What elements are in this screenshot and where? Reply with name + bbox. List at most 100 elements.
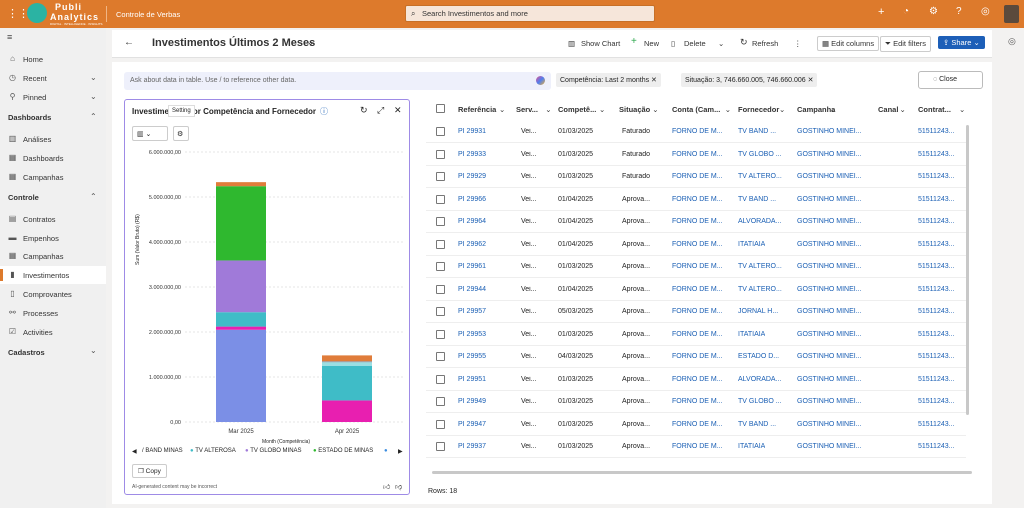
sidebar-item-pinned[interactable]: ⚲ Pinned ⌄ xyxy=(0,88,106,106)
copilot-icon[interactable]: ◎ xyxy=(981,6,990,17)
bar-segment[interactable] xyxy=(322,361,372,363)
chevron-up-icon[interactable]: ⌃ xyxy=(90,192,97,201)
table-cell[interactable]: PI 29955 xyxy=(458,353,487,360)
table-cell[interactable]: GOSTINHO MINEI... xyxy=(797,218,862,225)
table-cell[interactable]: GOSTINHO MINEI... xyxy=(797,263,862,270)
copilot-icon[interactable]: ◎ xyxy=(1008,36,1016,46)
column-header[interactable]: Serv... xyxy=(516,105,538,114)
column-header[interactable]: Situação xyxy=(619,105,651,114)
chevron-down-icon[interactable]: ⌄ xyxy=(718,39,725,48)
search-input[interactable]: ⌕ Search Investimentos and more xyxy=(405,5,655,22)
table-cell[interactable]: TV BAND ... xyxy=(738,128,777,135)
table-cell[interactable]: 51511243... xyxy=(918,330,955,338)
table-cell[interactable]: GOSTINHO MINEI... xyxy=(797,173,862,180)
sidebar-item-home[interactable]: ⌂ Home xyxy=(0,50,106,68)
table-cell[interactable]: 51511243... xyxy=(918,240,955,248)
sidebar-item-activities[interactable]: ☑ Activities xyxy=(0,323,106,341)
sidebar-item-campanhas-controle[interactable]: ▦ Campanhas xyxy=(0,247,106,265)
sidebar-item-dashboards[interactable]: ▦ Dashboards xyxy=(0,149,106,167)
table-cell[interactable]: 51511243... xyxy=(918,128,955,135)
table-row[interactable]: PI 29957 Vei... 05/03/2025 Aprova... FORNO D… xyxy=(426,301,966,323)
close-icon[interactable]: ✕ xyxy=(649,77,657,84)
column-header[interactable]: Canal xyxy=(878,105,899,114)
legend-next-icon[interactable]: ▶ xyxy=(398,449,403,455)
table-row[interactable]: PI 29931 Vei... 01/03/2025 Faturado FORNO DE… xyxy=(426,121,966,143)
table-row[interactable]: PI 29949 Vei... 01/03/2025 Aprova... FORNO D… xyxy=(426,391,966,413)
row-checkbox[interactable] xyxy=(436,307,445,316)
close-button[interactable]: ◌ Close xyxy=(918,71,983,89)
table-cell[interactable]: FORNO DE M... xyxy=(672,240,723,248)
table-cell[interactable]: PI 29933 xyxy=(458,150,487,158)
ask-input[interactable]: Ask about data in table. Use / to refere… xyxy=(124,72,551,90)
table-cell[interactable]: GOSTINHO MINEI... xyxy=(797,353,862,360)
table-cell[interactable]: GOSTINHO MINEI... xyxy=(797,375,862,383)
table-cell[interactable]: TV GLOBO ... xyxy=(738,150,782,158)
row-checkbox[interactable] xyxy=(436,419,445,429)
table-cell[interactable]: FORNO DE M... xyxy=(672,263,723,270)
row-checkbox[interactable] xyxy=(436,239,445,249)
table-cell[interactable]: 51511243... xyxy=(918,218,955,225)
bar-segment[interactable] xyxy=(322,400,372,422)
table-cell[interactable]: FORNO DE M... xyxy=(672,150,723,158)
menu-icon[interactable]: ≡ xyxy=(7,32,13,42)
row-checkbox[interactable] xyxy=(436,127,445,136)
bar-segment[interactable] xyxy=(216,260,266,313)
refresh-button[interactable]: Refresh xyxy=(752,39,779,48)
table-cell[interactable]: ESTADO D... xyxy=(738,353,780,360)
table-cell[interactable]: FORNO DE M... xyxy=(672,420,723,428)
sidebar-item-analises[interactable]: ▥ Análises xyxy=(0,130,106,148)
edit-columns-button[interactable]: ▦ Edit columns xyxy=(817,36,880,51)
table-cell[interactable]: TV ALTERO... xyxy=(738,285,782,293)
table-cell[interactable]: GOSTINHO MINEI... xyxy=(797,398,862,405)
table-cell[interactable]: PI 29951 xyxy=(458,375,487,383)
delete-button[interactable]: Delete xyxy=(684,39,706,48)
table-cell[interactable]: FORNO DE M... xyxy=(672,353,723,360)
sidebar-item-investimentos[interactable]: ▮ Investimentos xyxy=(0,266,106,284)
settings-icon[interactable]: ⚙ xyxy=(173,126,189,141)
column-header[interactable]: Competê... xyxy=(558,105,597,114)
table-cell[interactable]: FORNO DE M... xyxy=(672,308,723,315)
close-icon[interactable]: ✕ xyxy=(394,105,402,115)
chevron-down-icon[interactable]: ⌄ xyxy=(779,105,786,114)
table-cell[interactable]: PI 29964 xyxy=(458,218,487,225)
row-checkbox[interactable] xyxy=(436,352,445,361)
scrollbar[interactable] xyxy=(966,125,969,415)
table-cell[interactable]: PI 29949 xyxy=(458,398,487,405)
table-cell[interactable]: PI 29944 xyxy=(458,285,487,293)
table-cell[interactable]: ITATIAIA xyxy=(738,240,766,248)
table-cell[interactable]: FORNO DE M... xyxy=(672,285,723,293)
table-cell[interactable]: GOSTINHO MINEI... xyxy=(797,285,862,293)
new-button[interactable]: New xyxy=(644,39,660,48)
chevron-down-icon[interactable]: ⌄ xyxy=(545,105,552,114)
table-cell[interactable]: FORNO DE M... xyxy=(672,330,723,338)
table-cell[interactable]: PI 29966 xyxy=(458,195,487,203)
table-cell[interactable]: 51511243... xyxy=(918,150,955,158)
chevron-down-icon[interactable]: ⌄ xyxy=(307,37,315,47)
table-cell[interactable]: TV BAND ... xyxy=(738,420,777,428)
view-title[interactable]: Investimentos Últimos 2 Meses xyxy=(152,37,316,49)
column-header[interactable]: Contrat... xyxy=(918,105,951,114)
table-cell[interactable]: FORNO DE M... xyxy=(672,218,723,225)
table-cell[interactable]: FORNO DE M... xyxy=(672,195,723,203)
bar-segment[interactable] xyxy=(216,329,266,422)
table-cell[interactable]: 51511243... xyxy=(918,443,955,450)
column-header[interactable]: Referência xyxy=(458,105,497,114)
bell-icon[interactable]: ◔ xyxy=(903,6,910,17)
table-row[interactable]: PI 29966 Vei... 01/04/2025 Aprova... FORNO D… xyxy=(426,189,966,211)
sidebar-item-contratos[interactable]: ▤ Contratos xyxy=(0,210,106,228)
gear-icon[interactable]: ⚙ xyxy=(929,6,938,17)
table-cell[interactable]: PI 29931 xyxy=(458,128,487,135)
avatar[interactable] xyxy=(1004,5,1019,23)
table-cell[interactable]: PI 29937 xyxy=(458,443,487,450)
column-header[interactable]: Fornecedor xyxy=(738,105,780,114)
column-header[interactable]: Campanha xyxy=(797,105,836,114)
table-cell[interactable]: FORNO DE M... xyxy=(672,443,723,450)
chevron-down-icon[interactable]: ⌄ xyxy=(652,105,659,114)
table-cell[interactable]: 51511243... xyxy=(918,420,955,428)
table-cell[interactable]: ITATIAIA xyxy=(738,443,766,450)
back-arrow-icon[interactable]: ← xyxy=(124,37,134,48)
sidebar-item-processes[interactable]: ⚯ Processes xyxy=(0,304,106,322)
table-cell[interactable]: GOSTINHO MINEI... xyxy=(797,240,862,248)
table-cell[interactable]: ITATIAIA xyxy=(738,330,766,338)
table-cell[interactable]: TV BAND ... xyxy=(738,195,777,203)
